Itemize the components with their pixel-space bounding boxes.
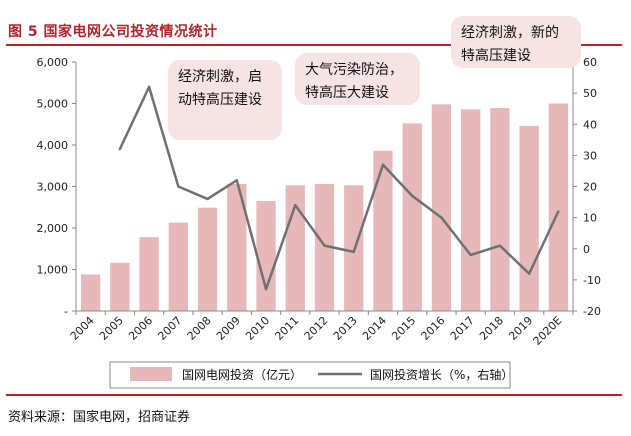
x-tick-label: 2018: [477, 314, 506, 343]
right-tick-label: -20: [583, 305, 601, 318]
legend-label-bar: 国网电网投资（亿元）: [182, 367, 302, 382]
left-tick-label: 2,000: [37, 222, 69, 235]
left-tick-label: 5,000: [37, 98, 69, 111]
bar-2009: [227, 184, 247, 311]
growth-point-2016: [440, 216, 443, 219]
bar-2018: [490, 108, 510, 311]
x-tick-label: 2015: [389, 314, 418, 343]
left-tick-label: 6,000: [37, 56, 69, 69]
source-rule: [6, 394, 622, 396]
right-tick-label: 10: [583, 212, 597, 225]
growth-point-2006: [147, 85, 151, 89]
growth-point-2018: [498, 244, 502, 247]
bar-2006: [139, 237, 159, 311]
right-tick-label: 40: [583, 118, 597, 131]
callout-2014: 大气污染防治，特高压大建设: [295, 53, 420, 105]
left-tick-label: 3,000: [37, 181, 69, 194]
x-tick-label: 2006: [126, 314, 155, 343]
bar-2010: [256, 201, 276, 311]
left-tick-label: 4,000: [37, 139, 69, 152]
left-axis: - 1,000 2,000 3,000 4,000 5,000 6,000: [37, 56, 77, 318]
x-tick-label: 2008: [185, 314, 214, 343]
x-tick-label: 2010: [243, 314, 272, 343]
growth-point-2011: [294, 203, 297, 207]
x-tick-label: 2014: [360, 314, 389, 343]
right-axis: -20 -10 0 10 20 30 40 50 60: [572, 56, 601, 318]
bar-2005: [110, 262, 130, 311]
right-tick-label: 50: [583, 87, 597, 100]
x-tick-label: 2005: [97, 314, 126, 343]
right-tick-label: 60: [583, 56, 597, 69]
source-note: 资料来源：国家电网，招商证券: [8, 410, 191, 425]
bar-2004: [80, 274, 101, 311]
growth-point-2005: [118, 147, 122, 151]
bar-2008: [197, 207, 218, 311]
legend-bar-swatch: [130, 367, 172, 381]
right-tick-label: -10: [583, 274, 601, 287]
growth-point-2012: [323, 244, 326, 247]
line-series: [118, 85, 560, 291]
bar-series: [80, 103, 569, 311]
growth-point-2007: [177, 185, 180, 188]
x-tick-label: 2020E: [531, 314, 565, 348]
growth-point-2013: [352, 250, 355, 254]
growth-point-2015: [411, 194, 414, 198]
growth-point-2019: [527, 272, 531, 275]
x-tick-label: 2009: [214, 314, 243, 343]
x-tick-label: 2016: [419, 314, 448, 343]
right-tick-label: 20: [583, 181, 597, 194]
callout-2018: 经济刺激，新的特高压建设: [451, 16, 581, 68]
x-tick-label: 2017: [448, 314, 477, 343]
right-tick-label: 30: [583, 149, 597, 162]
x-tick-label: 2004: [68, 314, 97, 343]
x-tick-label: 2013: [331, 314, 360, 343]
x-tick-label: 2012: [302, 314, 331, 343]
callout-2009: 经济刺激，启动特高压建设: [168, 60, 282, 140]
x-tick-label: 2011: [272, 314, 301, 343]
bar-2015: [402, 123, 422, 311]
left-tick-label: 1,000: [37, 264, 69, 277]
x-tick-label: 2007: [155, 314, 184, 343]
growth-point-2010: [264, 288, 268, 291]
bar-2017: [461, 109, 481, 311]
right-tick-label: 0: [583, 243, 590, 256]
bar-2019: [519, 125, 539, 311]
legend-box: [109, 361, 511, 389]
bar-2020E: [548, 103, 569, 311]
figure-title: 图 5 国家电网公司投资情况统计: [8, 24, 218, 40]
growth-point-2020E: [557, 210, 560, 213]
growth-point-2008: [206, 197, 209, 201]
growth-line: [118, 85, 560, 291]
left-tick-label: -: [64, 305, 68, 318]
bar-2014: [373, 150, 393, 311]
bar-2016: [431, 104, 452, 311]
legend: 国网电网投资（亿元） 国网投资增长（%，右轴）: [109, 361, 513, 389]
bar-2012: [314, 184, 335, 311]
title-rule: [6, 44, 622, 46]
growth-point-2014: [381, 163, 385, 166]
x-axis: 2004 2005 2006 2007 2008 2009 2010 2011 2012 2013…: [68, 310, 574, 348]
growth-point-2017: [469, 253, 472, 257]
growth-point-2009: [235, 179, 238, 182]
bar-2007: [168, 222, 188, 311]
legend-label-line: 国网投资增长（%，右轴）: [370, 367, 513, 382]
